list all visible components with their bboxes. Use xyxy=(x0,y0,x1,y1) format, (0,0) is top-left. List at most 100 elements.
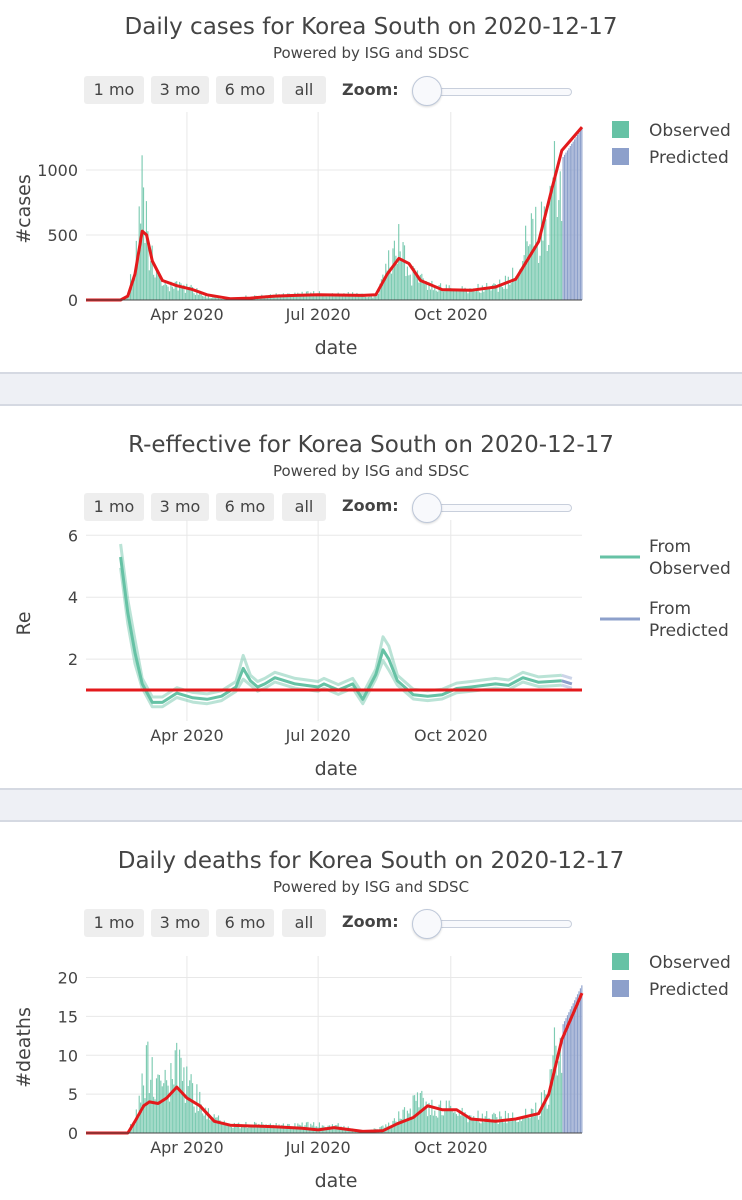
observed-bar xyxy=(504,1110,507,1133)
observed-bar xyxy=(184,1102,186,1133)
range-button-6mo[interactable]: 6 mo xyxy=(216,76,274,104)
observed-bar xyxy=(217,1115,220,1133)
observed-bar xyxy=(292,1128,295,1133)
observed-bar xyxy=(441,290,443,300)
observed-bar xyxy=(435,1116,437,1133)
observed-bar xyxy=(421,273,423,300)
observed-bar xyxy=(132,1124,135,1133)
observed-bar xyxy=(501,1120,504,1133)
x-tick-label: Apr 2020 xyxy=(150,726,223,745)
observed-bar xyxy=(279,1127,282,1133)
observed-bar xyxy=(389,267,391,300)
range-button-3mo[interactable]: 3 mo xyxy=(151,493,209,521)
observed-bar xyxy=(467,293,469,300)
observed-bar xyxy=(285,1127,287,1133)
observed-bar xyxy=(549,1069,551,1133)
observed-bar xyxy=(359,296,361,300)
observed-bar xyxy=(168,1101,171,1133)
observed-bar xyxy=(186,283,188,300)
predicted-bar xyxy=(576,994,579,1133)
range-button-all[interactable]: all xyxy=(282,76,326,104)
observed-bar xyxy=(229,1126,231,1133)
observed-bar xyxy=(187,288,189,300)
observed-bar xyxy=(245,1121,247,1133)
observed-bar xyxy=(422,1097,424,1133)
observed-bar xyxy=(504,275,507,300)
observed-bar xyxy=(256,1125,259,1133)
observed-bar xyxy=(396,1123,398,1133)
x-tick-label: Oct 2020 xyxy=(414,1138,487,1157)
observed-bar xyxy=(167,286,169,300)
zoom-slider-handle[interactable] xyxy=(412,493,442,523)
range-button-6mo[interactable]: 6 mo xyxy=(216,909,274,937)
observed-bar xyxy=(432,1115,434,1133)
predicted-bar xyxy=(579,130,581,300)
y-tick-label: 6 xyxy=(68,526,78,545)
fit-line xyxy=(86,126,584,302)
observed-bar xyxy=(395,255,397,300)
observed-bar xyxy=(210,1120,212,1133)
observed-bar xyxy=(510,282,512,300)
observed-bar xyxy=(553,1027,556,1133)
observed-bar xyxy=(191,1083,194,1133)
observed-bar xyxy=(439,283,442,300)
range-button-1mo[interactable]: 1 mo xyxy=(84,909,144,937)
predicted-bar xyxy=(563,154,566,300)
observed-bar xyxy=(380,279,383,300)
observed-bar xyxy=(193,1106,195,1133)
range-button-all[interactable]: all xyxy=(282,493,326,521)
observed-bar xyxy=(385,263,387,300)
observed-bar xyxy=(189,286,191,300)
observed-bar xyxy=(141,1073,143,1133)
range-button-all[interactable]: all xyxy=(282,909,326,937)
observed-bar xyxy=(401,259,403,300)
observed-bar xyxy=(295,296,297,300)
predicted-bar xyxy=(569,1009,571,1133)
observed-bar xyxy=(408,1113,410,1133)
zoom-slider-handle[interactable] xyxy=(412,909,442,939)
range-button-1mo[interactable]: 1 mo xyxy=(84,493,144,521)
observed-bar xyxy=(207,295,209,300)
range-button-6mo[interactable]: 6 mo xyxy=(216,493,274,521)
observed-bar xyxy=(519,1119,521,1133)
observed-bar xyxy=(259,1126,261,1133)
legend-swatch-observed xyxy=(612,953,629,970)
predicted-bar xyxy=(562,1024,564,1133)
range-button-3mo[interactable]: 3 mo xyxy=(151,76,209,104)
observed-bar xyxy=(350,294,352,300)
range-button-1mo[interactable]: 1 mo xyxy=(84,76,144,104)
observed-bar xyxy=(559,171,561,300)
range-button-3mo[interactable]: 3 mo xyxy=(151,909,209,937)
observed-bar xyxy=(170,281,172,300)
observed-bar xyxy=(189,1080,191,1133)
predicted-bar xyxy=(574,1000,576,1133)
observed-bar xyxy=(203,296,205,300)
observed-bar xyxy=(386,270,388,300)
observed-bar xyxy=(408,275,410,300)
zoom-slider-handle[interactable] xyxy=(412,76,442,106)
observed-bar xyxy=(406,1110,408,1133)
observed-bar xyxy=(523,255,525,300)
observed-bar xyxy=(219,1120,221,1133)
observed-bar xyxy=(455,290,457,300)
observed-bar xyxy=(239,1128,241,1133)
reff-chart-panel: R-effective for Korea South on 2020-12-1… xyxy=(0,406,742,788)
observed-bar xyxy=(209,1119,211,1133)
observed-bar xyxy=(402,242,404,300)
observed-bar xyxy=(464,1112,466,1133)
observed-bar xyxy=(168,291,171,300)
chart-title: R-effective for Korea South on 2020-12-1… xyxy=(128,432,614,458)
observed-bar xyxy=(161,285,163,300)
observed-bar xyxy=(416,270,419,300)
observed-bar xyxy=(486,282,488,300)
observed-bar xyxy=(177,290,179,300)
predicted-bar xyxy=(572,141,574,300)
y-axis-title: #cases xyxy=(13,174,35,244)
legend-label-observed: Observed xyxy=(649,121,731,141)
observed-bar xyxy=(507,1113,509,1133)
observed-bar xyxy=(512,267,514,300)
legend-swatch-predicted xyxy=(612,980,629,997)
observed-bar xyxy=(298,293,300,300)
observed-bar xyxy=(220,1123,222,1133)
observed-bar xyxy=(349,1130,351,1133)
